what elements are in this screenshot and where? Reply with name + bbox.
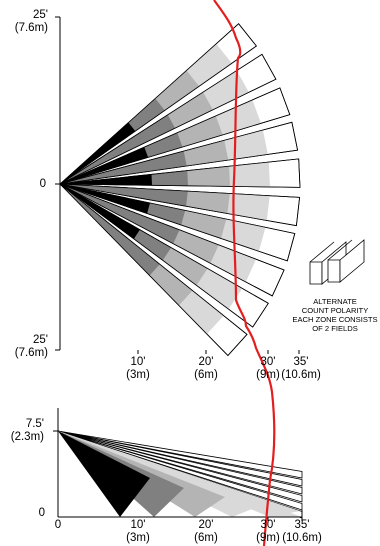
zone-10-field-1 [60,184,160,276]
side-x-label-20-m: (6m) [194,532,218,544]
polarity-legend-icon [309,239,365,285]
side-x-label-10: 10' (3m) [118,519,158,545]
zone-10-border [59,183,248,357]
side-x-label-20: 20' (6m) [186,519,226,545]
legend-line-4: OF 2 FIELDS [312,324,358,333]
side-x-label-30-m: (9m) [256,532,280,544]
side-y-label-zero: 0 [0,507,45,520]
top-y-label-upper: 25' (7.6m) [0,9,48,35]
zone-6-border [59,183,301,227]
top-y-label-lower-ft: 25' [33,334,48,346]
top-view-zones [59,23,301,357]
legend-line-2: COUNT POLARITY [301,306,369,315]
top-x-label-20-ft: 20' [198,356,214,368]
zone-3-border [59,87,291,185]
top-y-label-lower: 25' (7.6m) [0,334,48,360]
side-y-label-upper-ft: 7.5' [25,418,44,430]
zone-8-field-1 [60,184,180,244]
top-x-label-30-ft: 30' [260,356,276,368]
zone-2-border [59,53,277,185]
side-x-label-10-ft: 10' [130,519,146,531]
top-view-axes [55,16,300,354]
top-y-label-zero: 0 [0,178,46,191]
side-x-label-20-ft: 20' [198,519,214,531]
zone-4-border [59,121,299,185]
top-x-label-35: 35' (10.6m) [279,356,323,382]
top-x-label-30: 30' (9m) [248,356,288,382]
zone-1-field-1 [60,122,136,184]
zone-9-field-1 [60,184,140,239]
zone-2-field-1 [60,114,176,184]
top-x-label-10-m: (3m) [126,369,150,381]
side-field-5 [58,431,300,517]
side-view-axes [53,408,303,521]
side-x-label-30-ft: 30' [260,519,276,531]
top-y-label-lower-m: (7.6m) [14,347,48,359]
side-y-label-upper-m: (2.3m) [10,431,44,443]
zone-8-border [59,183,285,297]
zone-5-border [59,158,301,188]
legend-line-3: EACH ZONE CONSISTS [292,315,378,324]
walk-test-path [213,0,276,546]
top-x-label-20-m: (6m) [194,369,218,381]
side-x-label-35-ft: 35' [294,519,310,531]
top-y-label-upper-ft: 25' [33,9,48,21]
legend-line-1: ALTERNATE [313,297,357,306]
side-y-label-zero-text: 0 [38,507,45,519]
top-y-label-upper-m: (7.6m) [14,22,48,34]
side-y-label-upper: 7.5' (2.3m) [0,418,44,444]
top-y-label-zero-text: 0 [39,178,46,190]
side-view-zones [57,430,303,519]
top-x-label-30-m: (9m) [256,369,280,381]
zone-7-border [59,183,296,262]
side-x-label-0-text: 0 [54,519,62,531]
top-x-label-10: 10' (3m) [118,356,158,382]
polarity-legend-text: ALTERNATE COUNT POLARITY EACH ZONE CONSI… [290,297,380,333]
side-x-label-30: 30' (9m) [248,519,288,545]
side-x-label-35-m: (10.6m) [282,532,322,544]
zone-1-border [59,23,257,185]
top-x-label-35-m: (10.6m) [281,369,321,381]
zone-9-border [59,183,269,328]
top-x-label-20: 20' (6m) [186,356,226,382]
top-x-label-10-ft: 10' [130,356,146,368]
side-field-1 [58,431,150,517]
side-x-label-35: 35' (10.6m) [280,519,324,545]
side-x-label-0: 0 [48,519,68,532]
side-x-label-10-m: (3m) [126,532,150,544]
top-x-label-35-ft: 35' [293,356,309,368]
